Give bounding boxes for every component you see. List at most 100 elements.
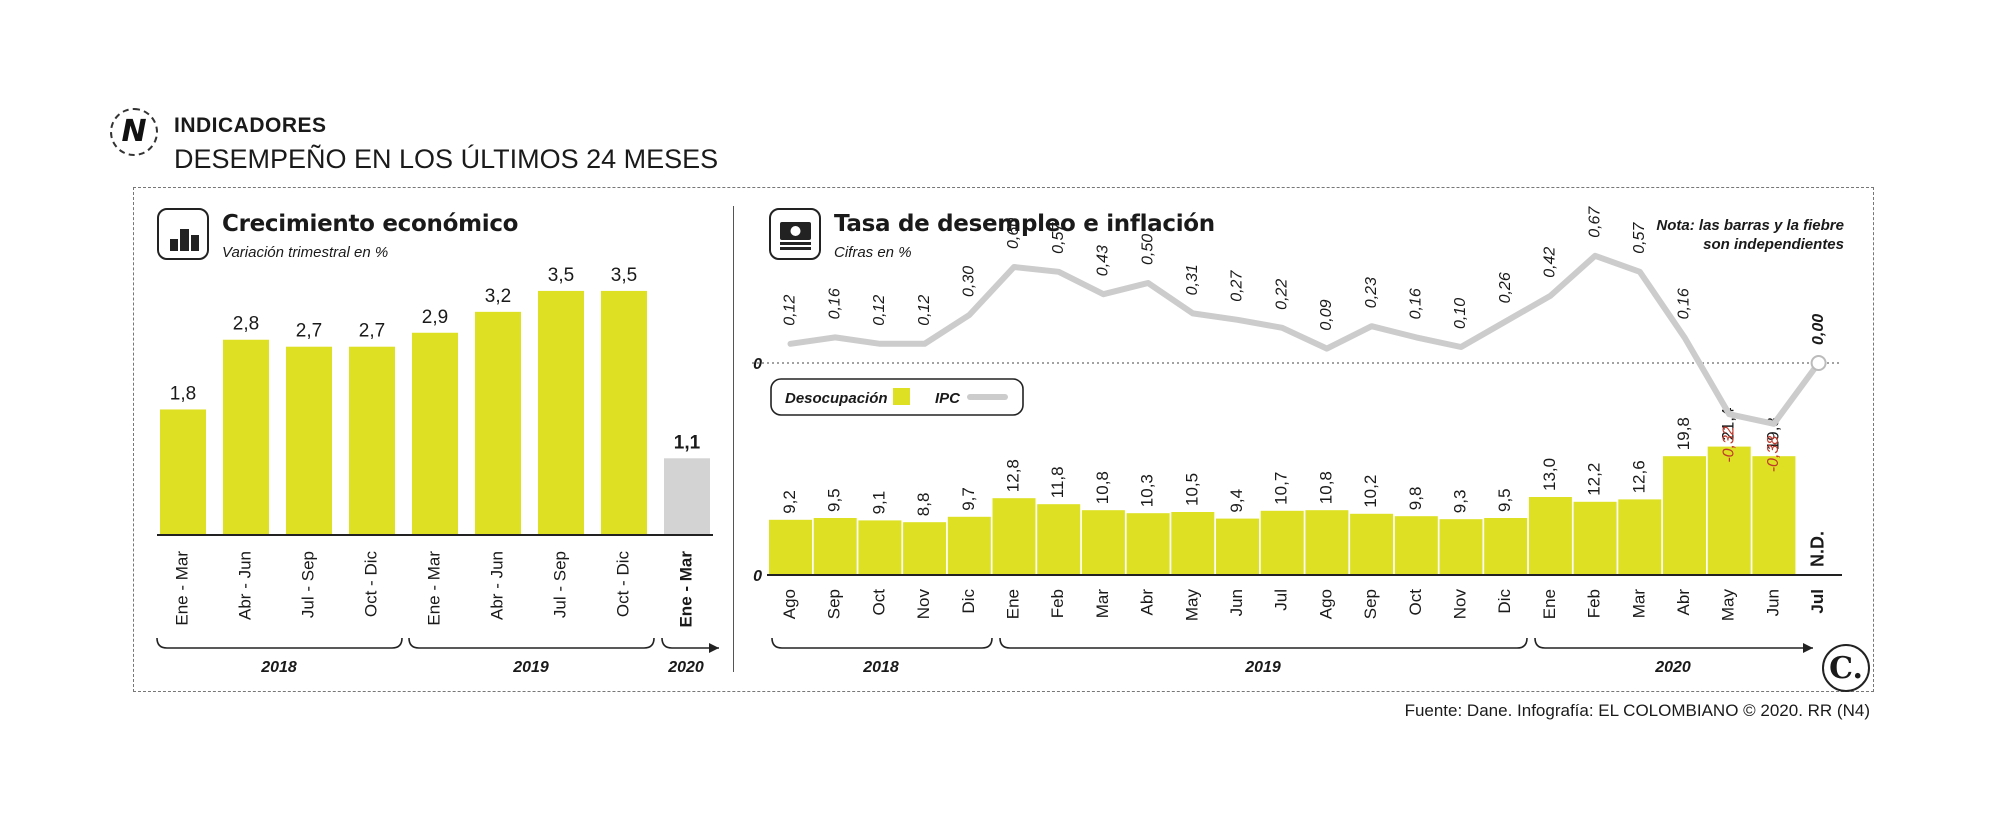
ipc-value-label: 0,43	[1095, 245, 1112, 276]
month-bracket-2019	[999, 637, 1528, 649]
month-label: Mar	[1093, 589, 1112, 619]
kicker: INDICADORES	[174, 114, 327, 137]
month-label: Ene	[1003, 589, 1022, 619]
growth-bar	[160, 409, 206, 535]
ipc-value-label: 0,60	[1005, 218, 1022, 249]
ipc-value-label: 0,26	[1497, 272, 1514, 303]
unemployment-value-label: 10,2	[1361, 475, 1380, 508]
page-title: DESEMPEÑO EN LOS ÚLTIMOS 24 MESES	[174, 144, 719, 174]
month-bracket-2020	[1534, 637, 1813, 649]
ipc-value-label: 0,00	[1810, 314, 1827, 345]
month-label: May	[1719, 589, 1738, 622]
ipc-value-label: -0,38	[1765, 436, 1782, 473]
ipc-value-label: 0,30	[961, 266, 978, 297]
growth-category-label: Jul - Sep	[550, 551, 569, 618]
ipc-value-label: 0,42	[1542, 247, 1559, 278]
ipc-value-label: 0,27	[1229, 270, 1246, 302]
unemployment-bar	[1618, 499, 1662, 575]
growth-value-label: 3,2	[485, 286, 511, 307]
ipc-value-label: 0,31	[1184, 264, 1201, 295]
unemployment-chart-title: Tasa de desempleo e inflación	[834, 211, 1215, 237]
unemployment-bar	[769, 519, 812, 575]
legend-bars-swatch	[893, 388, 910, 405]
month-year-label: 2018	[862, 659, 899, 676]
month-bracket-2020-arrowhead	[1803, 643, 1813, 653]
growth-category-label: Oct - Dic	[361, 551, 380, 618]
unemployment-bar	[947, 516, 991, 575]
ipc-value-label: 0,10	[1452, 298, 1469, 329]
unemployment-bar	[1350, 513, 1394, 575]
unemployment-bar	[1484, 518, 1528, 575]
unemployment-chart-subtitle: Cifras en %	[834, 244, 912, 261]
month-label: Abr	[1138, 589, 1157, 616]
growth-bar	[538, 290, 584, 535]
ipc-line	[787, 252, 1822, 427]
growth-chart-subtitle: Variación trimestral en %	[222, 244, 389, 261]
month-label: Dic	[1495, 589, 1514, 614]
month-label: Nov	[914, 589, 933, 620]
unemployment-value-label: 10,7	[1272, 472, 1291, 505]
unemployment-bar	[1752, 456, 1796, 575]
ipc-zero-label: 0	[753, 356, 762, 373]
year-bracket-2020	[661, 637, 719, 649]
growth-year-label: 2018	[260, 659, 297, 676]
growth-category-label: Ene - Mar	[676, 551, 695, 628]
brand-logo-icon: C.	[1822, 644, 1870, 692]
month-label: Feb	[1048, 589, 1067, 618]
ipc-value-label: 0,57	[1050, 222, 1067, 254]
month-label: Sep	[1361, 589, 1380, 619]
unemployment-value-label: 9,7	[959, 487, 978, 511]
month-label: Jun	[1763, 589, 1782, 616]
ipc-value-label: 0,16	[1408, 288, 1425, 319]
chart-note: Nota: las barras y la fiebre son indepen…	[1584, 216, 1844, 254]
unemployment-bar	[1037, 504, 1081, 575]
growth-chart-title: Crecimiento económico	[222, 211, 519, 237]
ipc-value-label: 0,16	[1676, 288, 1693, 319]
legend-bars-label: Desocupación	[785, 390, 888, 407]
ipc-value-label: 0,23	[1363, 277, 1380, 308]
source-credit: Fuente: Dane. Infografía: EL COLOMBIANO …	[1404, 701, 1870, 720]
ipc-value-label: 0,67	[1586, 206, 1603, 238]
header: N INDICADORES DESEMPEÑO EN LOS ÚLTIMOS 2…	[110, 108, 810, 178]
section-logo-icon: N	[110, 108, 158, 156]
month-label: Nov	[1450, 589, 1469, 620]
ipc-value-label: 0,12	[871, 295, 888, 326]
growth-bar	[412, 332, 458, 535]
growth-value-label: 3,5	[548, 265, 574, 286]
ipc-last-point	[1810, 355, 1827, 371]
growth-bar	[349, 346, 395, 535]
growth-bar	[601, 290, 647, 535]
unemployment-value-label: 13,0	[1540, 458, 1559, 491]
ipc-value-label: 0,12	[916, 295, 933, 326]
ipc-value-label: -0,32	[1720, 426, 1737, 463]
growth-value-label: 2,7	[359, 321, 385, 342]
month-label: Jul	[1272, 589, 1291, 611]
unemployment-zero-label: 0	[753, 568, 762, 585]
growth-value-label: 3,5	[611, 265, 637, 286]
pane-divider	[733, 206, 734, 672]
month-label: Ago	[780, 589, 799, 619]
ipc-value-label: 0,12	[782, 295, 799, 326]
unemployment-bar	[1439, 519, 1483, 575]
unemployment-bar	[1394, 516, 1438, 575]
legend-line-label: IPC	[935, 390, 961, 407]
unemployment-bar	[992, 498, 1036, 575]
month-label: Ene	[1540, 589, 1559, 619]
unemployment-value-label: 9,1	[869, 491, 888, 515]
unemployment-value-label: 9,5	[1495, 488, 1514, 512]
month-label: Oct	[869, 589, 888, 616]
unemployment-bar	[1171, 512, 1215, 575]
brand-mark: C.	[1829, 651, 1863, 686]
ipc-value-label: 0,50	[1139, 234, 1156, 265]
month-label: Ago	[1316, 589, 1335, 619]
unemployment-value-label: 9,3	[1450, 490, 1469, 514]
unemployment-bar	[813, 518, 857, 575]
growth-category-label: Jul - Sep	[298, 551, 317, 618]
month-bracket-2018	[771, 637, 993, 649]
ipc-value-label: 0,16	[826, 288, 843, 319]
unemployment-value-label: 10,3	[1138, 474, 1157, 507]
month-label: Feb	[1585, 589, 1604, 618]
unemployment-value-label: 9,2	[780, 490, 799, 514]
month-label: Abr	[1674, 589, 1693, 616]
